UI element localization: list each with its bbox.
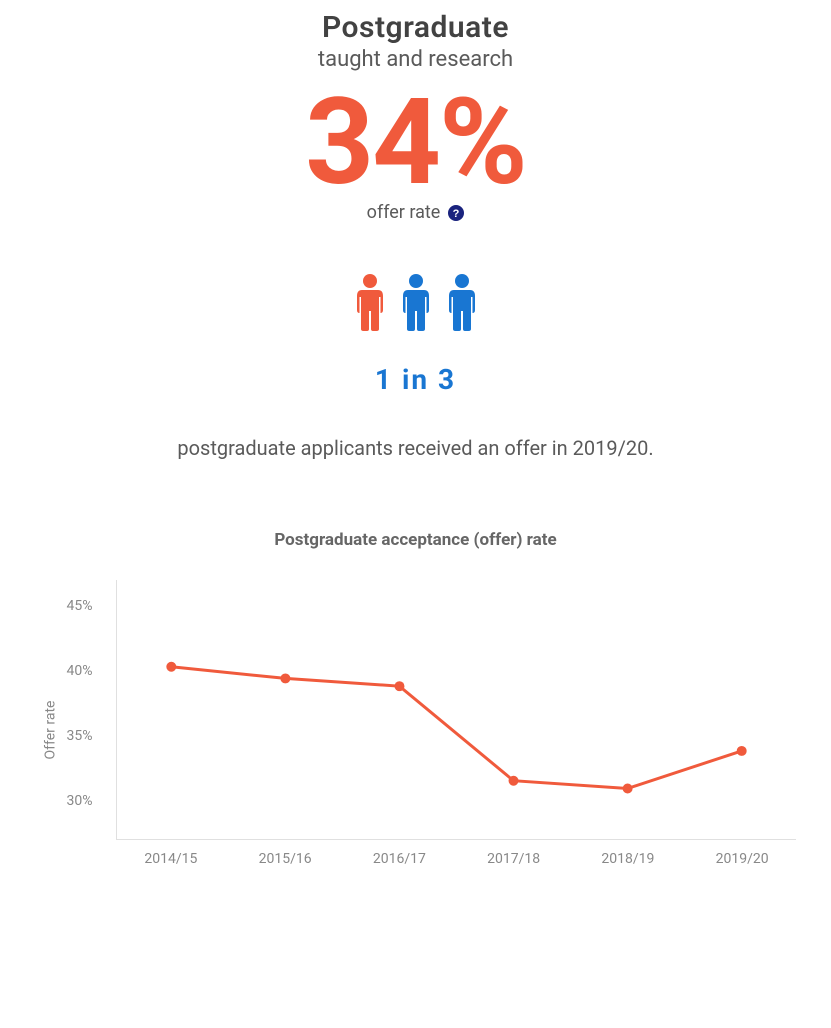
page-subtitle: taught and research [0, 47, 831, 72]
x-tick-label: 2014/15 [144, 851, 197, 867]
chart-marker [508, 776, 518, 786]
chart-container: Offer rate 30%35%40%45%2014/152015/16201… [26, 580, 806, 880]
x-tick-label: 2019/20 [716, 851, 769, 867]
people-infographic [350, 273, 482, 331]
offer-rate-row: offer rate ? [0, 202, 831, 223]
x-tick-label: 2016/17 [373, 851, 426, 867]
person-icon [350, 273, 390, 331]
page-title: Postgraduate [0, 10, 831, 45]
x-tick-label: 2015/16 [259, 851, 312, 867]
chart-section: Postgraduate acceptance (offer) rate Off… [0, 530, 831, 880]
chart-marker [736, 746, 746, 756]
y-tick-label: 30% [67, 793, 93, 809]
person-icon [442, 273, 482, 331]
x-tick-label: 2017/18 [487, 851, 540, 867]
big-percent-value: 34% [0, 80, 831, 206]
offer-rate-label: offer rate [367, 202, 441, 223]
chart-line [171, 667, 741, 789]
svg-text:?: ? [453, 208, 460, 220]
x-tick-label: 2018/19 [601, 851, 654, 867]
line-chart-svg [117, 580, 796, 839]
ratio-text: 1 in 3 [375, 363, 456, 396]
chart-marker [622, 784, 632, 794]
y-axis-label: Offer rate [42, 701, 58, 760]
person-icon [396, 273, 436, 331]
chart-marker [166, 662, 176, 672]
chart-marker [280, 673, 290, 683]
plot-area: 30%35%40%45%2014/152015/162016/172017/18… [116, 580, 796, 840]
y-tick-label: 45% [67, 598, 93, 614]
help-icon[interactable]: ? [448, 205, 464, 221]
header-section: Postgraduate taught and research 34% off… [0, 10, 831, 223]
chart-marker [394, 681, 404, 691]
y-tick-label: 40% [67, 663, 93, 679]
chart-title: Postgraduate acceptance (offer) rate [0, 530, 831, 550]
description-text: postgraduate applicants received an offe… [177, 436, 653, 460]
y-tick-label: 35% [67, 728, 93, 744]
